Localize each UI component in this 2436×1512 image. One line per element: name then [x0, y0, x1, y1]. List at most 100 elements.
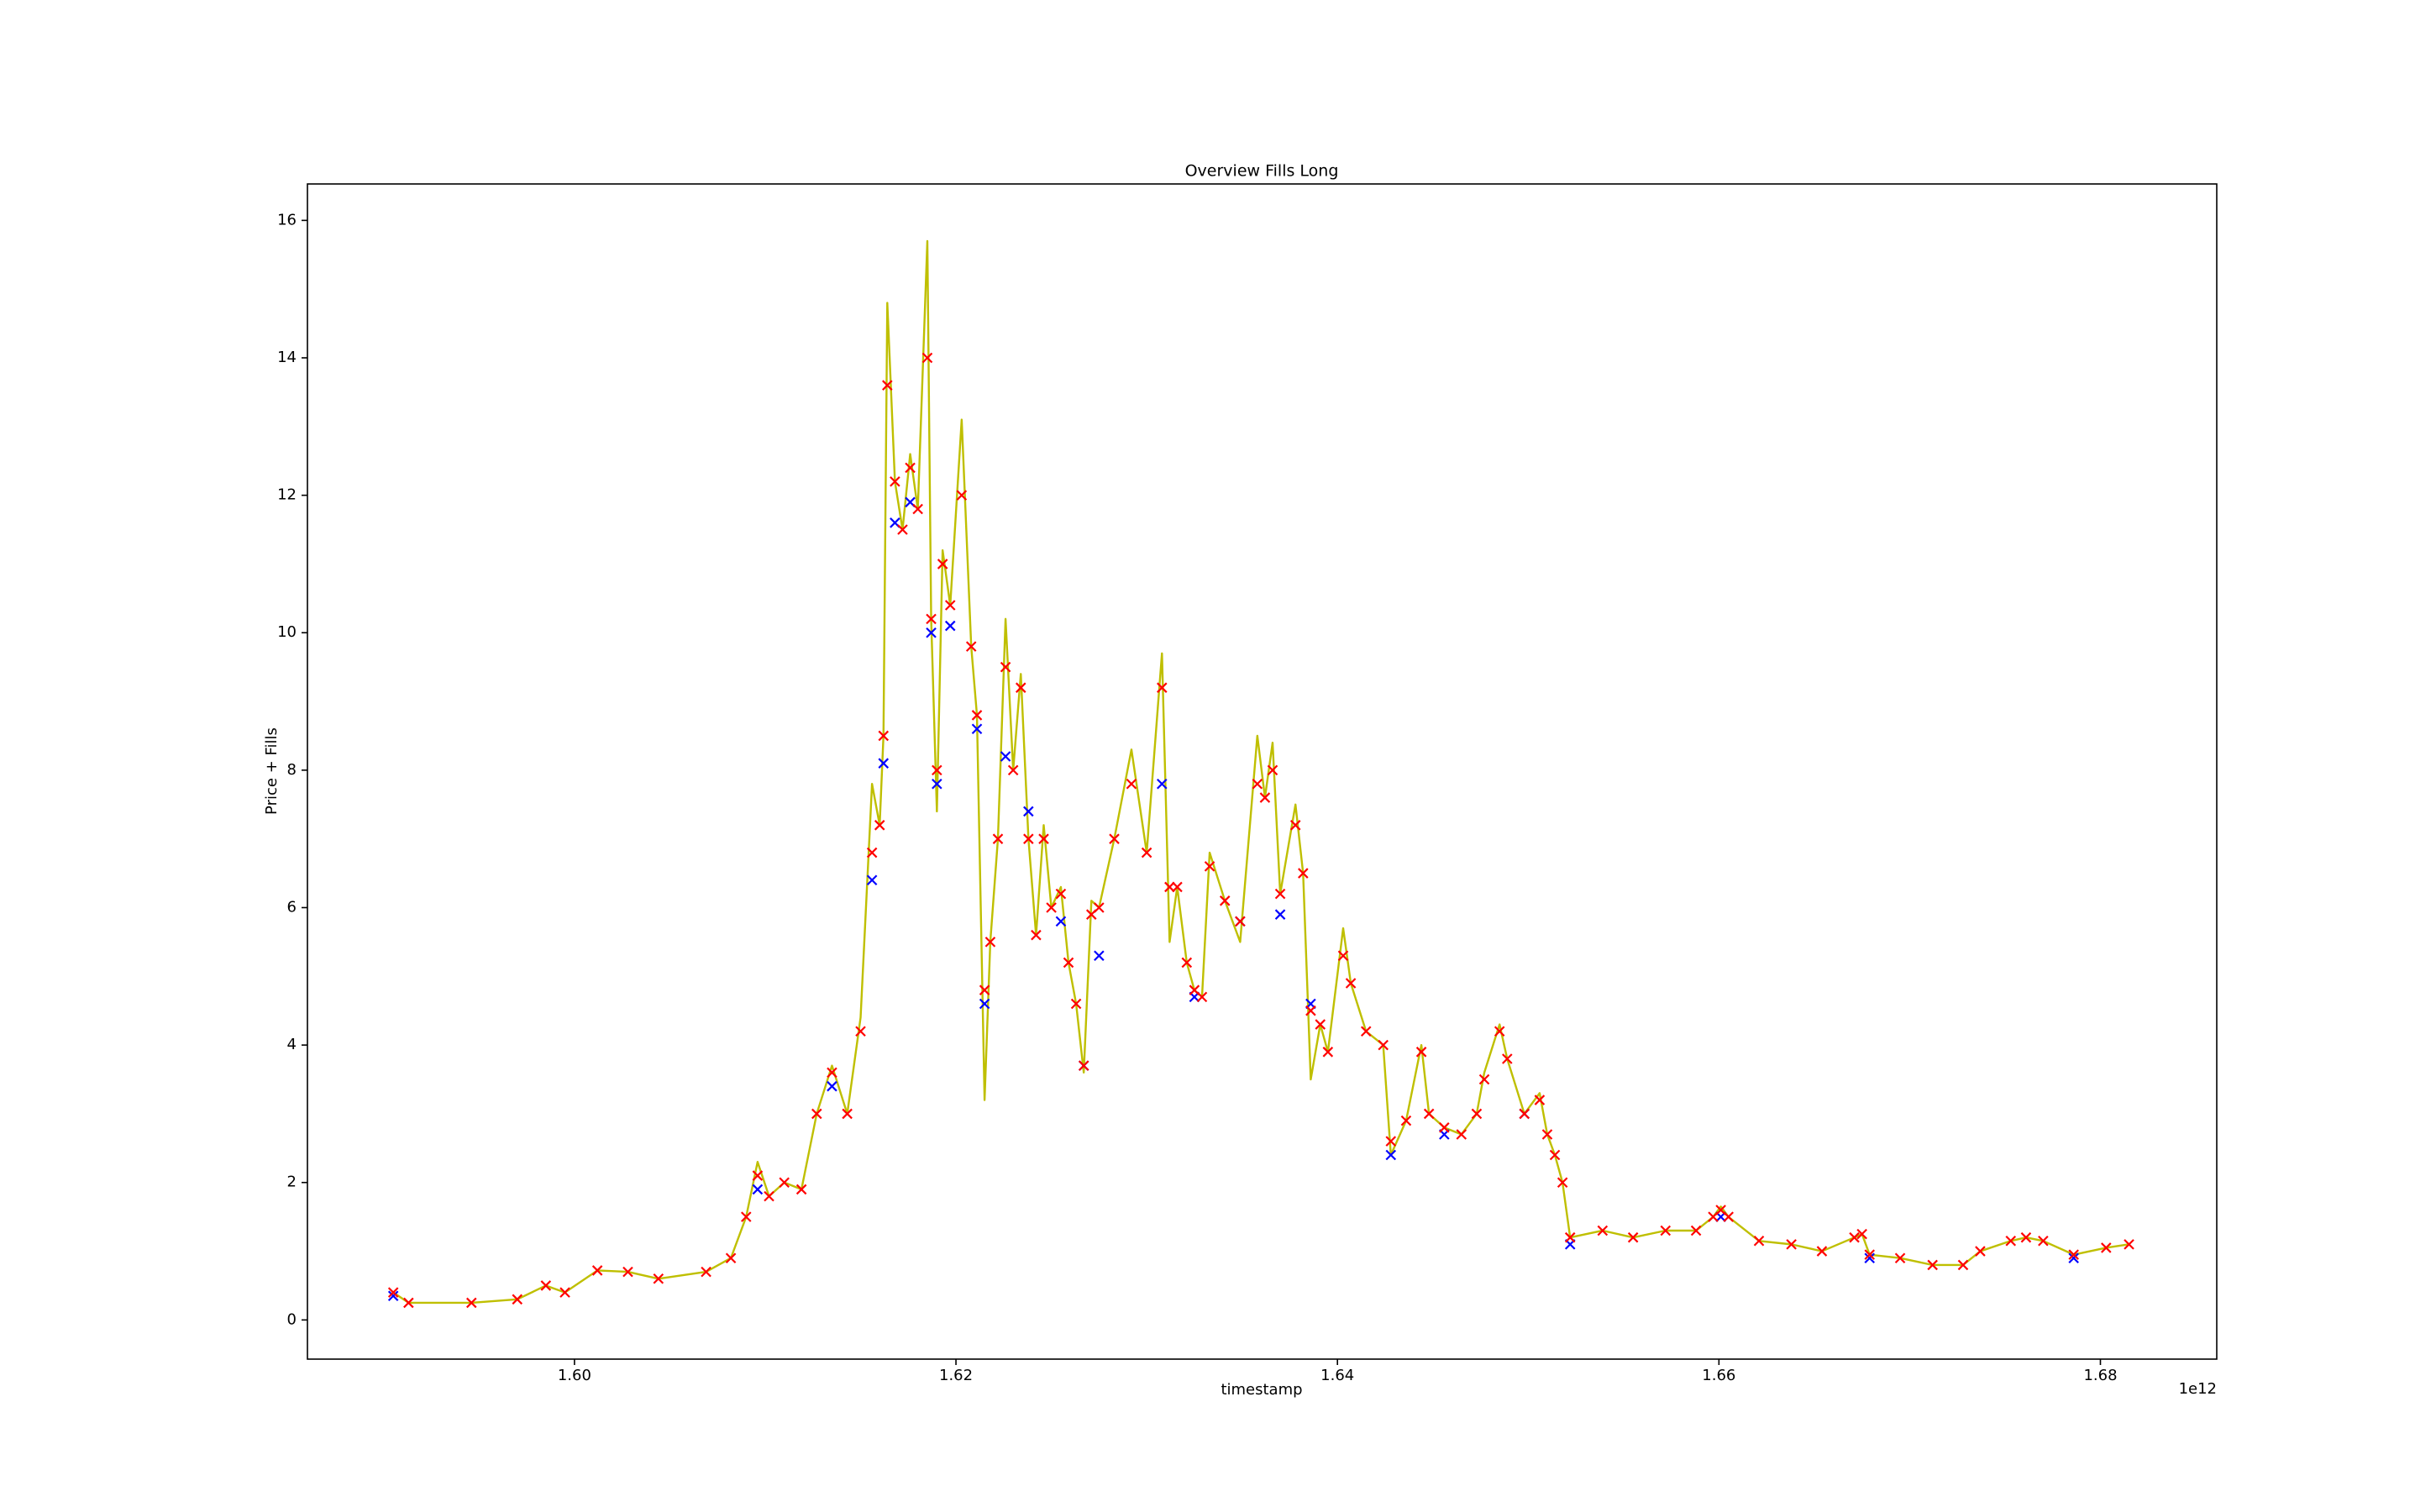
fill-marker [1070, 998, 1082, 1010]
fill-marker [1196, 991, 1208, 1003]
x-offset-text: 1e12 [2179, 1380, 2217, 1398]
fill-marker [1055, 888, 1067, 900]
fill-marker [795, 1184, 807, 1195]
fill-marker [1289, 820, 1301, 831]
fill-marker [591, 1265, 603, 1276]
fill-marker [984, 937, 996, 948]
fill-marker [2124, 1239, 2134, 1250]
fill-marker [1181, 957, 1193, 969]
fill-marker [1126, 778, 1137, 790]
fill-marker [1252, 778, 1263, 790]
fill-marker [971, 710, 983, 721]
fill-marker [979, 984, 990, 995]
fill-marker [1564, 1231, 1576, 1243]
fill-marker [387, 1287, 399, 1298]
fill-marker [878, 758, 890, 769]
fill-marker [466, 1297, 477, 1309]
fill-marker [1063, 957, 1074, 969]
fill-marker [897, 524, 908, 535]
fill-marker [926, 613, 937, 625]
fill-marker [1856, 1228, 1867, 1240]
fill-marker [1360, 1026, 1372, 1037]
fill-marker [1786, 1239, 1797, 1250]
fill-marker [2005, 1236, 2017, 1247]
fill-marker [1094, 950, 1105, 962]
fill-marker [842, 1108, 853, 1120]
fill-marker [979, 998, 990, 1010]
fill-marker [1219, 895, 1231, 906]
fill-marker [1660, 1225, 1672, 1236]
fill-marker [878, 730, 890, 742]
fill-marker [1000, 661, 1011, 673]
fill-marker [1305, 1005, 1316, 1016]
fill-marker [1816, 1246, 1828, 1257]
fill-marker [1015, 682, 1026, 693]
fill-marker [752, 1184, 764, 1195]
fill-marker [1267, 764, 1278, 776]
fill-marker [890, 475, 900, 487]
x-tick-label: 1.62 [939, 1367, 973, 1384]
fill-marker [2068, 1249, 2079, 1260]
fill-marker [1753, 1236, 1765, 1247]
y-tick-label: 16 [277, 211, 297, 228]
fill-marker [1274, 888, 1286, 900]
fill-marker [1109, 833, 1120, 844]
fill-marker [653, 1273, 664, 1284]
fill-marker [932, 778, 942, 790]
fill-marker [540, 1280, 552, 1291]
fill-marker [1864, 1249, 1876, 1260]
fill-marker [1597, 1225, 1609, 1236]
fill-marker [2038, 1236, 2049, 1247]
fill-marker [932, 764, 942, 776]
fill-marker [1849, 1231, 1860, 1243]
x-tick-label: 1.68 [2083, 1367, 2117, 1384]
fill-marker [1007, 764, 1019, 776]
fill-marker [971, 723, 983, 735]
fill-marker [1157, 778, 1168, 790]
fill-marker [874, 820, 885, 831]
fill-marker [1502, 1053, 1513, 1064]
x-tick-label: 1.66 [1702, 1367, 1735, 1384]
fill-marker [1337, 950, 1349, 962]
fill-marker [752, 1170, 764, 1181]
fill-marker [1957, 1259, 1969, 1271]
fill-marker [1894, 1252, 1906, 1264]
fill-marker [1690, 1225, 1702, 1236]
fill-marker [1298, 868, 1309, 879]
fill-marker [992, 833, 1004, 844]
y-tick-label: 10 [277, 623, 297, 641]
fill-marker [1400, 1115, 1412, 1126]
fill-marker [1927, 1259, 1938, 1271]
fill-marker [1315, 1019, 1326, 1030]
fill-marker [1023, 806, 1034, 817]
y-tick-label: 2 [287, 1173, 297, 1191]
fill-marker [827, 1067, 837, 1079]
x-tick-label: 1.64 [1320, 1367, 1354, 1384]
fill-marker [403, 1297, 414, 1309]
fill-marker [2020, 1231, 2032, 1243]
y-tick-label: 14 [277, 349, 297, 366]
fill-marker [1055, 916, 1067, 927]
price-line [392, 239, 2129, 1305]
fill-marker [965, 641, 977, 652]
fill-marker [956, 490, 968, 501]
fill-marker [1078, 1060, 1089, 1071]
fill-marker [1519, 1108, 1530, 1120]
fill-marker [1534, 1095, 1546, 1105]
fill-marker [1031, 929, 1042, 941]
fill-marker [2068, 1252, 2079, 1264]
axes-frame [307, 183, 2218, 1360]
y-tick-label: 12 [277, 486, 297, 504]
fill-marker [1385, 1149, 1397, 1161]
fill-marker [926, 627, 937, 638]
fill-marker [1378, 1039, 1389, 1051]
y-tick-label: 6 [287, 898, 297, 916]
fill-marker [1494, 1026, 1505, 1037]
fill-marker [1172, 881, 1183, 893]
fill-marker [779, 1177, 790, 1189]
fill-marker [1235, 916, 1246, 927]
fill-marker [1141, 847, 1152, 858]
fill-marker [622, 1266, 633, 1278]
